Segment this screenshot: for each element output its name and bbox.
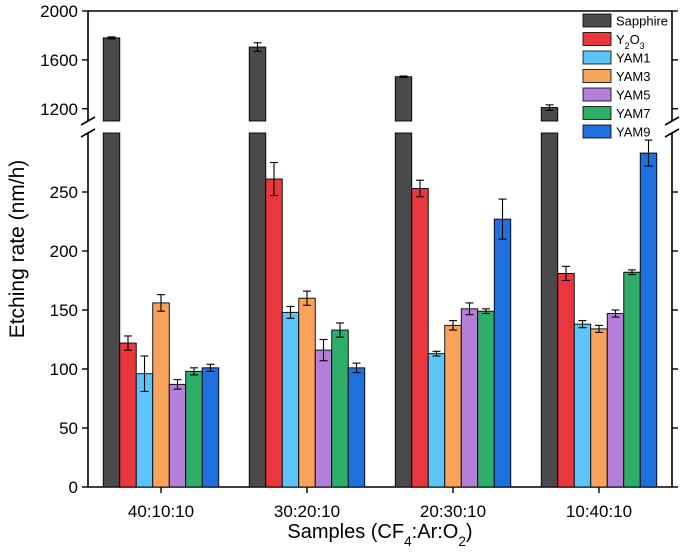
bar — [248, 46, 267, 122]
y-tick-label: 250 — [50, 183, 78, 202]
legend-label: YAM1 — [616, 51, 650, 66]
bar — [185, 370, 203, 488]
legend-label: YAM3 — [616, 69, 650, 84]
bar — [573, 323, 592, 488]
bar — [606, 313, 625, 488]
y-tick-label: 150 — [50, 301, 78, 320]
bar — [623, 271, 641, 488]
y-tick-label: 1600 — [40, 51, 78, 70]
legend-swatch — [582, 124, 612, 139]
legend-swatch — [582, 13, 612, 28]
bar — [347, 367, 366, 488]
bar — [168, 383, 187, 488]
bar — [281, 311, 300, 488]
legend-label: Sapphire — [616, 14, 668, 29]
legend-swatch — [582, 69, 612, 83]
axis-break-marks — [80, 116, 680, 138]
bar — [394, 76, 413, 122]
bar — [102, 37, 121, 122]
legend-label: Y2O3 — [616, 32, 645, 51]
x-tick-label: 30:20:10 — [274, 502, 340, 521]
bar-lower-part — [102, 132, 121, 488]
y-tick-label: 2000 — [40, 2, 78, 21]
bar — [590, 328, 608, 488]
x-tick-label: 10:40:10 — [566, 502, 632, 521]
legend-swatch — [582, 50, 612, 65]
bar — [298, 297, 316, 488]
bar — [557, 272, 575, 488]
bars — [102, 36, 658, 488]
bar — [460, 308, 479, 488]
x-axis-label: Samples (CF4:Ar:O2) — [287, 521, 472, 548]
bar — [314, 349, 333, 488]
bar-lower-part — [540, 132, 559, 488]
legend-swatch — [582, 32, 612, 46]
legend-swatch — [582, 106, 612, 120]
break-slash — [80, 116, 96, 126]
break-slash — [664, 116, 680, 126]
bar — [427, 353, 446, 488]
legend-swatch — [582, 87, 612, 102]
legend-label: YAM9 — [616, 125, 650, 140]
bar — [493, 218, 512, 488]
bar-lower-part — [248, 132, 267, 488]
y-axis-label: Etching rate (nm/h) — [6, 160, 29, 339]
y-tick-label: 200 — [50, 242, 78, 261]
bar-lower-part — [394, 132, 413, 488]
legend-label: YAM5 — [616, 88, 650, 103]
x-tick-label: 20:30:10 — [420, 502, 486, 521]
x-tick-label: 40:10:10 — [128, 502, 194, 521]
bar — [639, 152, 658, 488]
bar — [477, 310, 495, 488]
y-tick-label: 0 — [69, 478, 78, 497]
bar — [265, 178, 283, 488]
bar — [201, 367, 220, 488]
y-tick-label: 1200 — [40, 100, 78, 119]
break-slash — [80, 128, 96, 138]
y-tick-label: 100 — [50, 360, 78, 379]
bar — [331, 329, 349, 488]
y-tick-label: 50 — [59, 419, 78, 438]
bar — [444, 324, 462, 488]
bar — [152, 302, 170, 488]
break-slash — [664, 128, 680, 138]
bar — [411, 188, 429, 488]
legend-label: YAM7 — [616, 106, 650, 121]
bar — [119, 342, 137, 488]
